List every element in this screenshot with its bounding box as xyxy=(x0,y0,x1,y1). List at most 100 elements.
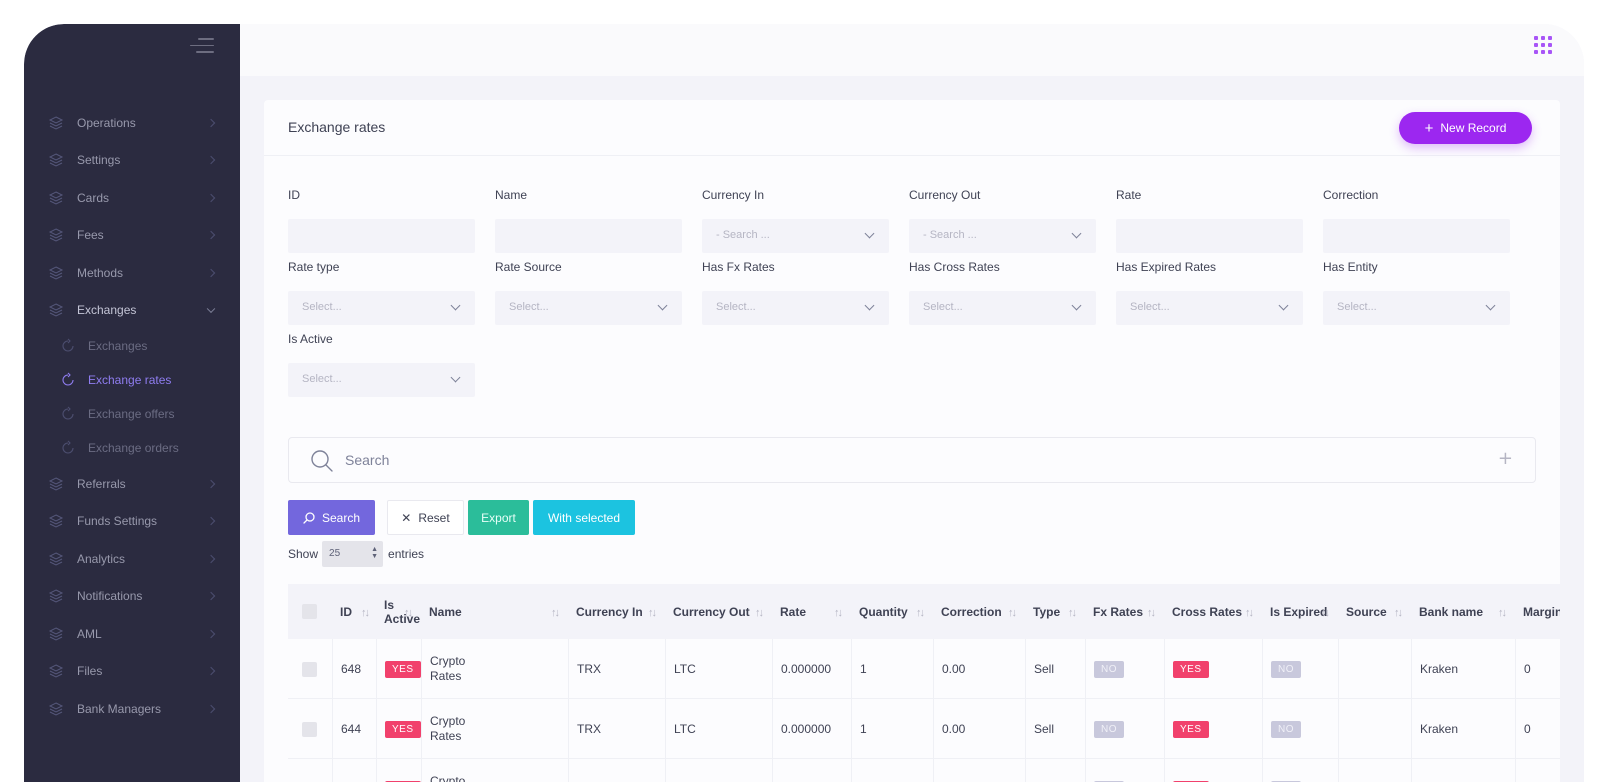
filter-id-label: ID xyxy=(288,188,300,202)
new-record-button[interactable]: + New Record xyxy=(1399,112,1532,144)
sidebar-item-label: Settings xyxy=(77,153,121,168)
sidebar-item-aml[interactable]: AML xyxy=(24,615,240,653)
cell-quantity: 1 xyxy=(851,699,933,759)
sort-icon: ↑↓ xyxy=(1008,607,1017,619)
sidebar-item-label: Methods xyxy=(77,265,124,280)
cell-text: 0 xyxy=(1524,722,1531,736)
column-header-label: Quantity xyxy=(859,604,908,619)
export-button[interactable]: Export xyxy=(468,500,529,535)
refresh-icon xyxy=(62,406,74,420)
sidebar-item-exchanges[interactable]: Exchanges xyxy=(24,292,240,330)
layers-icon xyxy=(48,664,64,678)
layers-icon xyxy=(48,153,64,167)
cell-correction: 0.00 xyxy=(933,699,1025,759)
layers-icon xyxy=(48,589,64,603)
has-fx-rates-select[interactable]: Select... xyxy=(702,291,889,325)
cell-cross-rates: YES xyxy=(1164,759,1262,782)
filter-is-active: Is Active Select... xyxy=(288,332,475,397)
filter-has-expired-rates: Has Expired Rates Select... xyxy=(1116,260,1303,325)
column-header-label: Bank name xyxy=(1419,604,1484,619)
row-checkbox[interactable] xyxy=(302,721,317,737)
sidebar-item-label: Fees xyxy=(77,228,104,243)
sidebar-item-notifications[interactable]: Notifications xyxy=(24,578,240,616)
sidebar-item-analytics[interactable]: Analytics xyxy=(24,540,240,578)
currency-in-select[interactable]: - Search ... xyxy=(702,219,889,253)
menu-toggle-icon[interactable] xyxy=(190,38,214,56)
has-cross-rates-placeholder: Select... xyxy=(923,301,963,313)
row-checkbox-cell xyxy=(302,699,332,759)
column-header-name[interactable]: Name ↑↓ xyxy=(429,584,568,639)
cell-is-active: YES xyxy=(376,639,421,699)
search-input[interactable]: Search + xyxy=(288,437,1536,483)
sidebar-item-settings[interactable]: Settings xyxy=(24,142,240,180)
cell-name: Crypto Rates xyxy=(421,699,568,759)
sort-icon: ↑↓ xyxy=(1498,607,1507,619)
sidebar-subitem-exchange-rates[interactable]: Exchange rates xyxy=(24,363,240,397)
sidebar-item-cards[interactable]: Cards xyxy=(24,179,240,217)
currency-out-select[interactable]: - Search ... xyxy=(909,219,1096,253)
sort-icon: ↑↓ xyxy=(648,607,657,619)
column-header-bank-name[interactable]: Bank name ↑↓ xyxy=(1419,584,1515,639)
search-button[interactable]: Search xyxy=(288,500,375,535)
cell-currency-out: LTC xyxy=(665,759,772,782)
cell-text: Kraken xyxy=(1420,662,1459,676)
column-header-currency-out[interactable]: Currency Out ↑↓ xyxy=(673,584,772,639)
rate-input[interactable] xyxy=(1116,219,1303,253)
cell-is-expired: NO xyxy=(1262,759,1338,782)
sidebar-item-bank-managers[interactable]: Bank Managers xyxy=(24,690,240,728)
filter-rate-source-label: Rate Source xyxy=(495,260,562,274)
row-checkbox[interactable] xyxy=(302,661,317,677)
is-active-select[interactable]: Select... xyxy=(288,363,475,397)
chevron-right-icon xyxy=(206,704,216,713)
column-header-correction[interactable]: Correction ↑↓ xyxy=(941,584,1025,639)
sidebar-subitem-exchanges[interactable]: Exchanges xyxy=(24,329,240,363)
table-row: 644 YES Crypto Rates TRX LTC 0.000000 1 0.00 Sel… xyxy=(288,699,1560,759)
column-header-rate[interactable]: Rate ↑↓ xyxy=(780,584,851,639)
close-icon: ✕ xyxy=(401,510,412,525)
has-cross-rates-select[interactable]: Select... xyxy=(909,291,1096,325)
sidebar-item-operations[interactable]: Operations xyxy=(24,104,240,142)
id-input[interactable] xyxy=(288,219,475,253)
sidebar-item-files[interactable]: Files xyxy=(24,653,240,691)
with-selected-button[interactable]: With selected xyxy=(533,500,635,535)
sidebar-subitem-label: Exchanges xyxy=(88,339,148,353)
sidebar-subitem-exchange-offers[interactable]: Exchange offers xyxy=(24,397,240,431)
select-all-checkbox[interactable] xyxy=(302,604,317,619)
column-header-source[interactable]: Source ↑↓ xyxy=(1346,584,1411,639)
search-icon xyxy=(303,511,315,524)
name-input[interactable] xyxy=(495,219,682,253)
column-header-currency-in[interactable]: Currency In ↑↓ xyxy=(576,584,665,639)
column-header-quantity[interactable]: Quantity ↑↓ xyxy=(859,584,933,639)
reset-button[interactable]: ✕ Reset xyxy=(387,500,464,535)
select-all-checkbox-cell xyxy=(302,584,322,639)
export-button-label: Export xyxy=(481,510,516,525)
rate-source-select[interactable]: Select... xyxy=(495,291,682,325)
sidebar-item-referrals[interactable]: Referrals xyxy=(24,465,240,503)
column-header-id[interactable]: ID ↑↓ xyxy=(340,584,376,639)
column-header-cross-rates[interactable]: Cross Rates ↑↓ xyxy=(1172,584,1262,639)
sidebar-subitem-exchange-orders[interactable]: Exchange orders xyxy=(24,431,240,465)
filter-rate: Rate xyxy=(1116,188,1303,253)
apps-grid-icon[interactable] xyxy=(1534,36,1552,54)
has-expired-rates-select[interactable]: Select... xyxy=(1116,291,1303,325)
column-header-is-expired[interactable]: Is Expired ↑↓ xyxy=(1270,584,1338,639)
column-header-margin-in[interactable]: Margin IN↑↓ xyxy=(1523,584,1560,639)
chevron-right-icon xyxy=(206,193,216,202)
add-filter-icon[interactable]: + xyxy=(1497,448,1513,469)
correction-input[interactable] xyxy=(1323,219,1510,253)
status-badge: NO xyxy=(1271,720,1301,738)
entries-select[interactable]: 25 ▲ ▼ xyxy=(322,541,384,567)
cell-text: LTC xyxy=(674,722,696,736)
column-header-is-active[interactable]: Is Active ↑↓ xyxy=(384,584,421,639)
sidebar-item-fees[interactable]: Fees xyxy=(24,217,240,255)
column-header-type[interactable]: Type ↑↓ xyxy=(1033,584,1085,639)
sidebar-item-funds-settings[interactable]: Funds Settings xyxy=(24,503,240,541)
action-buttons: Search ✕ Reset Export With selected xyxy=(288,500,639,536)
rate-type-select[interactable]: Select... xyxy=(288,291,475,325)
column-header-fx-rates[interactable]: Fx Rates ↑↓ xyxy=(1093,584,1164,639)
currency-in-placeholder: - Search ... xyxy=(716,229,770,241)
sidebar-item-methods[interactable]: Methods xyxy=(24,254,240,292)
sidebar-subitem-label: Exchange rates xyxy=(88,373,172,387)
has-entity-select[interactable]: Select... xyxy=(1323,291,1510,325)
sort-icon: ↑↓ xyxy=(361,607,370,619)
